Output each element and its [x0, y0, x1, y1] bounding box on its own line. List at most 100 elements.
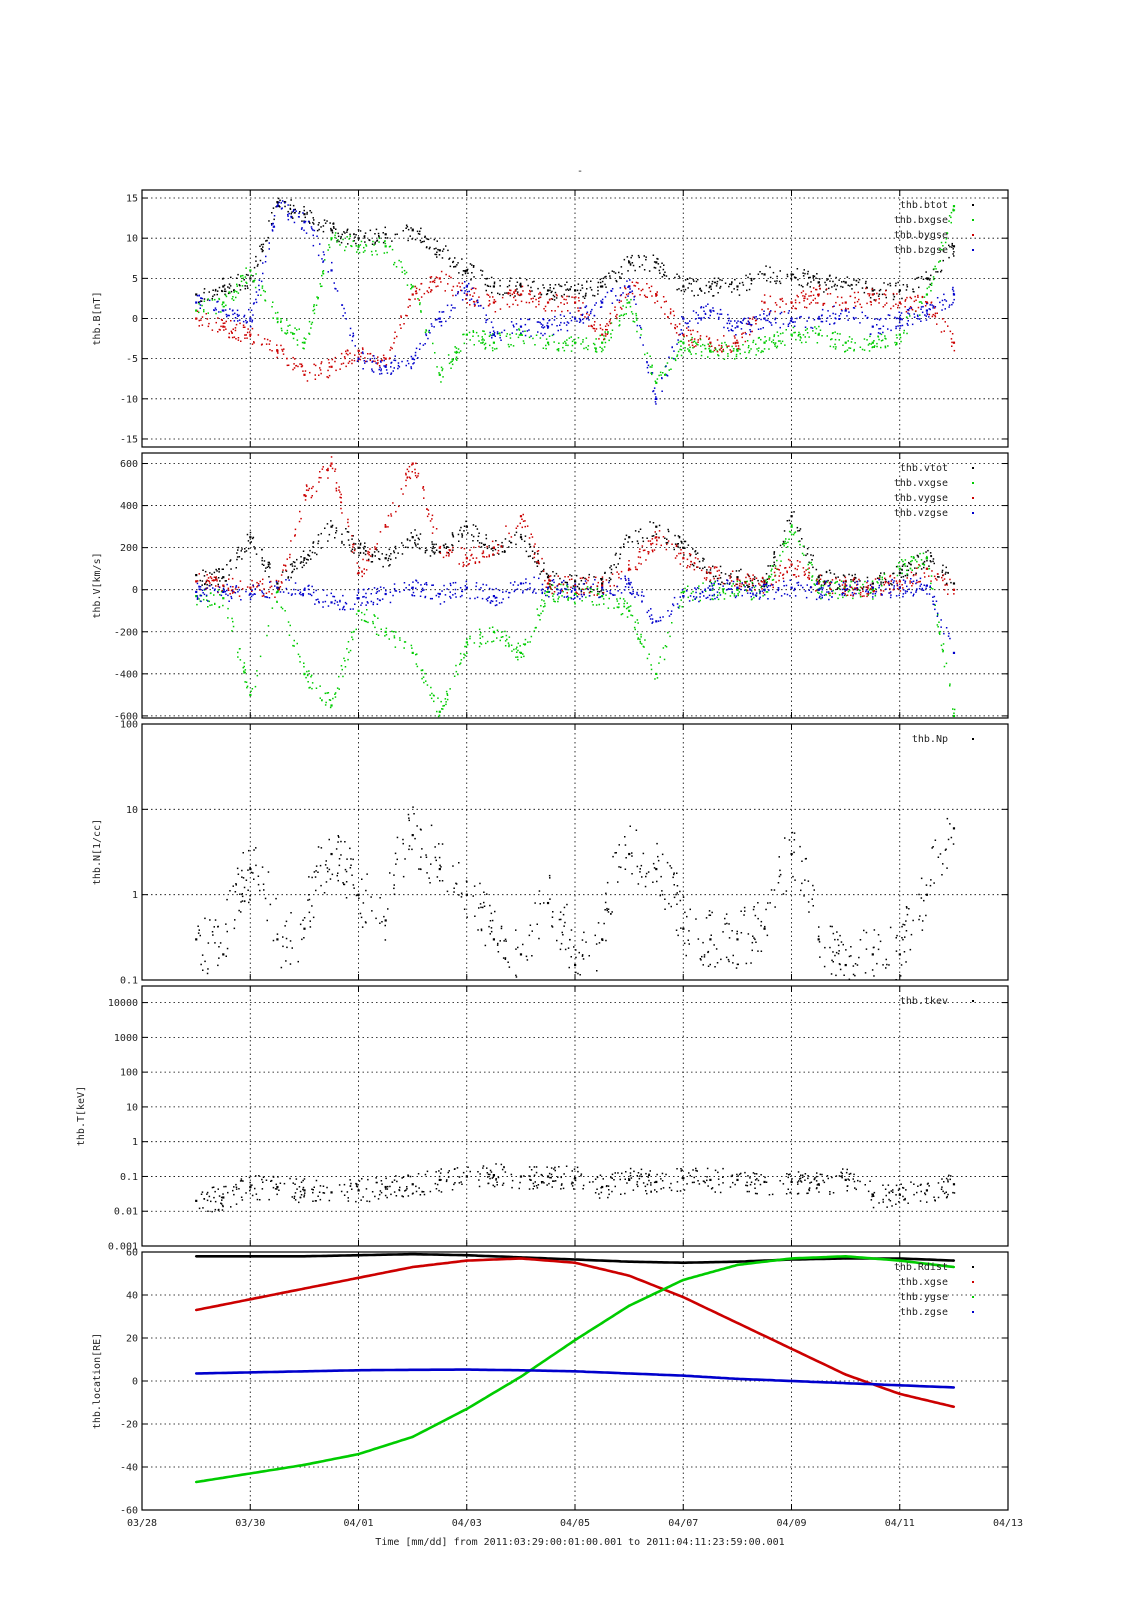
data-point: [352, 543, 354, 546]
data-point: [739, 588, 742, 591]
data-point: [446, 546, 448, 548]
data-point: [666, 543, 668, 546]
data-point: [765, 579, 767, 581]
data-point: [914, 559, 917, 561]
data-point: [755, 323, 757, 325]
data-point: [406, 315, 408, 317]
data-point: [688, 340, 690, 342]
data-point: [947, 571, 949, 574]
data-point: [414, 238, 417, 241]
data-point: [541, 599, 543, 601]
data-point: [708, 291, 710, 293]
data-point: [291, 332, 294, 334]
data-point: [766, 581, 768, 583]
data-point: [838, 279, 840, 281]
data-point: [751, 324, 753, 326]
data-point: [919, 580, 921, 583]
data-point: [822, 304, 824, 306]
data-point: [294, 582, 297, 584]
data-point: [616, 313, 618, 316]
data-point: [938, 632, 940, 634]
data-point: [866, 317, 868, 319]
data-point: [689, 277, 691, 279]
data-point: [351, 362, 353, 365]
data-point: [300, 517, 302, 520]
data-point: [945, 238, 948, 240]
data-point: [292, 337, 295, 340]
data-point: [353, 240, 355, 242]
data-point: [417, 298, 419, 300]
data-point: [383, 587, 385, 589]
data-point: [294, 528, 297, 531]
data-point: [600, 300, 602, 302]
data-point: [668, 369, 670, 371]
data-point: [551, 580, 553, 582]
data-point: [311, 495, 313, 497]
data-point: [752, 574, 754, 576]
data-point: [542, 570, 545, 572]
data-point: [312, 309, 314, 312]
data-point: [790, 277, 793, 279]
data-point: [699, 338, 702, 341]
data-point: [254, 548, 256, 550]
data-point: [649, 521, 651, 523]
data-point: [624, 538, 626, 540]
data-point: [748, 321, 750, 324]
data-point: [628, 261, 631, 264]
data-point: [810, 554, 812, 556]
data-point: [925, 301, 927, 303]
data-point: [810, 290, 812, 293]
data-point: [790, 273, 793, 276]
data-point: [352, 638, 354, 641]
data-point: [730, 351, 732, 353]
data-point: [544, 305, 547, 308]
data-point: [415, 545, 417, 547]
data-point: [917, 296, 919, 298]
data-point: [384, 245, 387, 248]
data-point: [553, 591, 556, 593]
data-point: [432, 545, 434, 548]
data-point: [598, 593, 600, 595]
data-point: [918, 564, 920, 566]
data-point: [617, 563, 619, 565]
data-point: [896, 337, 898, 339]
data-point: [763, 273, 766, 276]
data-point: [605, 275, 607, 278]
data-point: [330, 227, 332, 230]
data-point: [664, 271, 666, 273]
data-point: [829, 280, 831, 282]
data-point: [239, 648, 241, 650]
data-point: [312, 541, 315, 543]
data-point: [622, 292, 624, 294]
data-point: [890, 582, 892, 585]
data-point: [605, 594, 607, 596]
data-point: [323, 253, 325, 256]
y-tick-label: -200: [114, 627, 138, 638]
data-point: [264, 290, 266, 293]
data-point: [937, 626, 939, 628]
data-point: [572, 585, 575, 587]
data-point: [461, 274, 464, 276]
data-point: [734, 327, 737, 329]
data-point: [349, 235, 351, 237]
data-point: [818, 332, 820, 335]
data-point: [895, 325, 897, 328]
data-point: [601, 285, 604, 288]
data-point: [384, 357, 387, 360]
data-point: [493, 299, 496, 301]
data-point: [470, 288, 473, 291]
data-point: [253, 341, 255, 343]
data-point: [478, 561, 481, 563]
data-point: [533, 280, 535, 283]
data-point: [800, 341, 803, 344]
data-point: [948, 304, 951, 306]
data-point: [513, 648, 515, 651]
data-point: [763, 310, 765, 312]
data-point: [634, 285, 637, 287]
data-point: [796, 568, 798, 571]
data-point: [635, 312, 637, 315]
data-point: [639, 642, 642, 644]
data-point: [272, 301, 274, 303]
data-point: [390, 553, 392, 555]
data-point: [452, 547, 454, 549]
